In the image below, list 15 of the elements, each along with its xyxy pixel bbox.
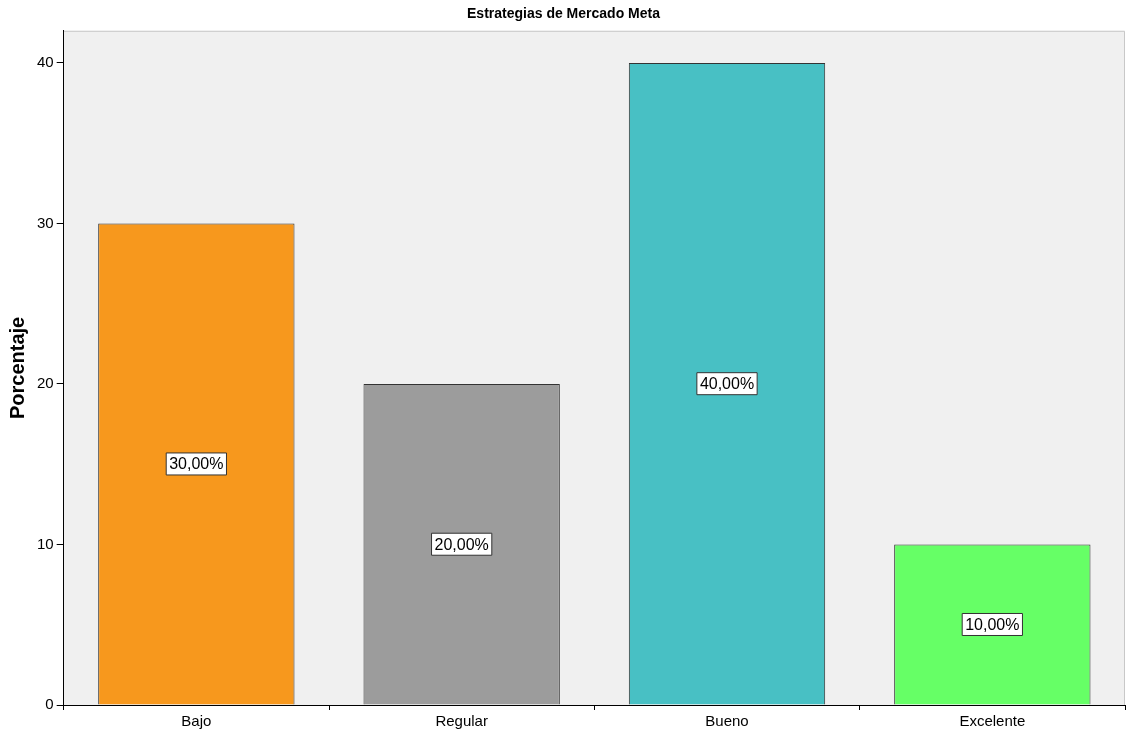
y-tick-label: 20 [37, 374, 54, 392]
y-tick-label: 30 [37, 213, 54, 231]
x-tick-label: Regular [435, 712, 488, 730]
y-axis-title: Porcentaje [5, 316, 28, 420]
x-tick-label: Bajo [181, 712, 212, 730]
data-label: 30,00% [169, 455, 224, 473]
data-label: 20,00% [434, 535, 489, 553]
y-tick-label: 10 [37, 534, 54, 552]
chart-title: Estrategias de Mercado Meta [467, 5, 661, 22]
data-label: 40,00% [699, 375, 755, 393]
y-tick-label: 40 [37, 53, 54, 71]
data-label: 10,00% [965, 615, 1020, 633]
y-tick-label: 0 [45, 695, 54, 713]
x-tick-label: Bueno [705, 712, 749, 730]
x-tick-label: Excelente [959, 712, 1026, 730]
